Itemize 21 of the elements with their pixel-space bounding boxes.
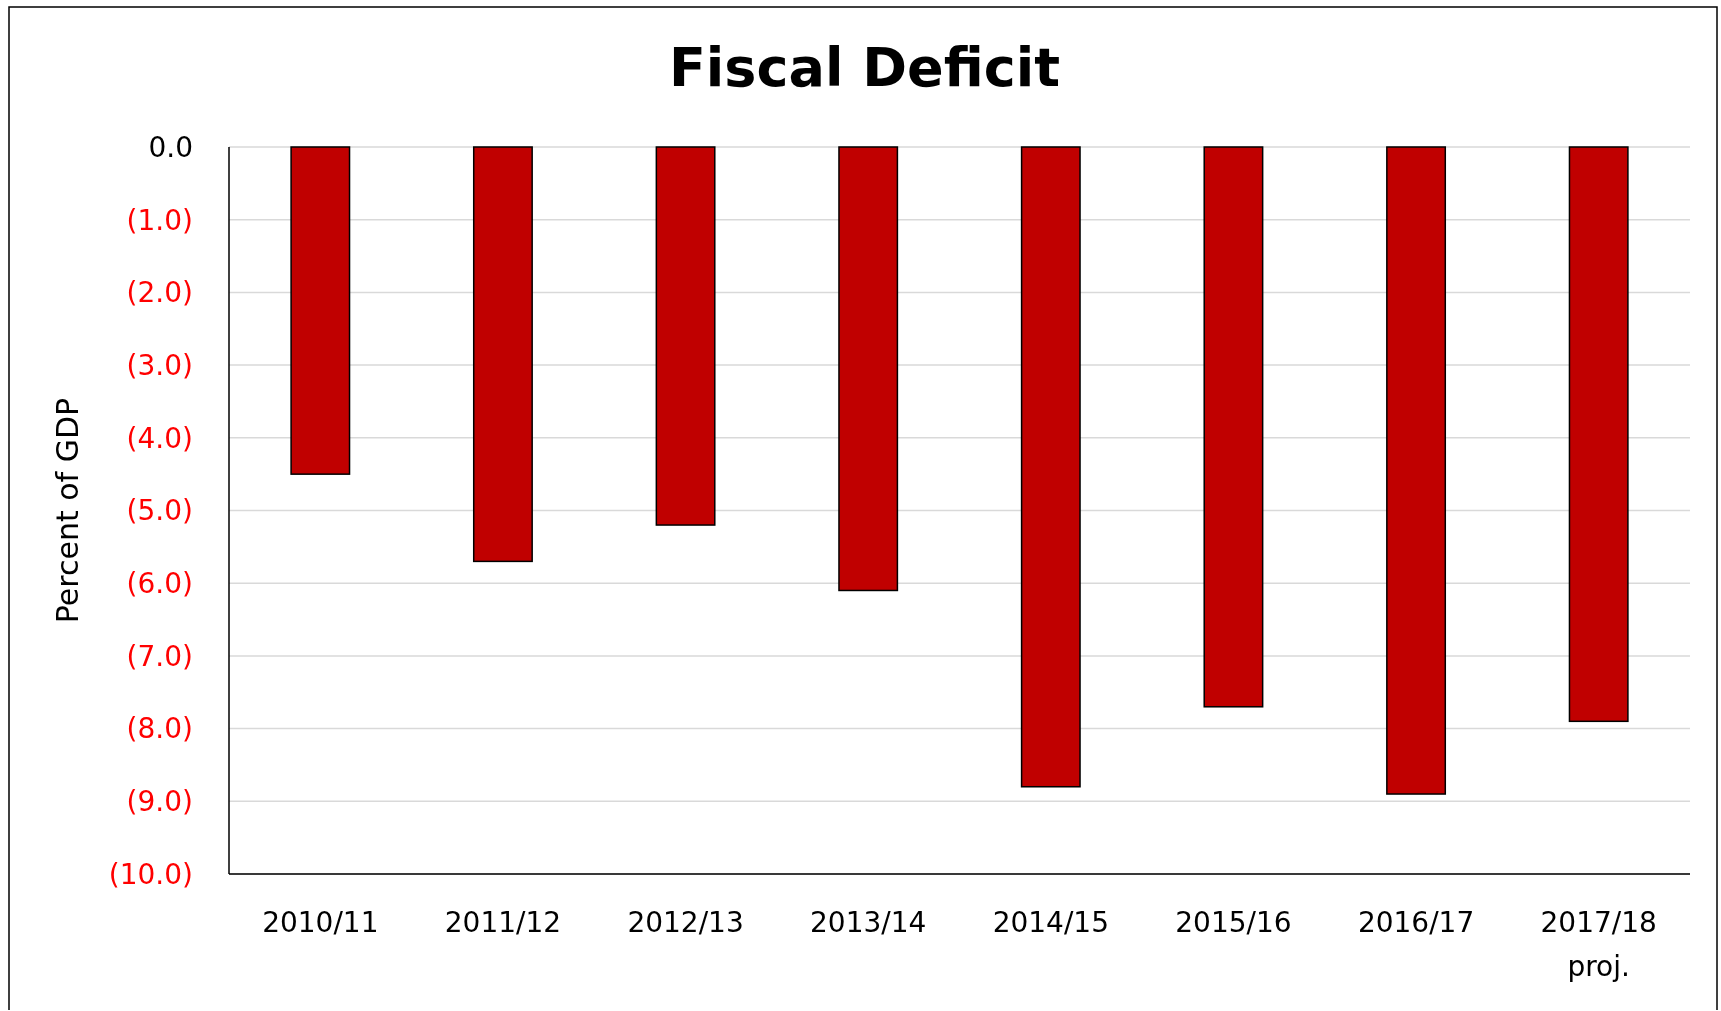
x-tick-label: 2010/11 [262,906,379,939]
y-axis-title: Percent of GDP [50,397,85,624]
y-tick-label: (9.0) [126,785,193,819]
chart-title: Fiscal Deficit [668,36,1061,99]
x-tick-label: 2014/15 [992,906,1109,939]
x-tick-label: 2017/18 proj. [1540,906,1657,983]
x-tick-label: 2015/16 [1175,906,1292,939]
x-tick-label: 2016/17 [1357,906,1475,939]
x-tick-label: 2011/12 [444,906,562,939]
y-tick-label: (6.0) [126,567,193,600]
y-tick-label: (3.0) [126,348,193,382]
y-tick-label: (10.0) [108,857,193,891]
y-tick-label: (8.0) [126,712,193,746]
y-tick-label: (5.0) [126,494,193,528]
y-tick-label: (1.0) [126,203,193,237]
y-tick-label: (4.0) [126,421,193,455]
x-tick-label: 2013/14 [810,906,927,939]
x-tick-label: 2012/13 [627,906,744,939]
y-tick-label: (7.0) [126,639,193,673]
y-tick-label: (2.0) [126,276,193,310]
y-tick-label: 0.0 [148,130,193,164]
